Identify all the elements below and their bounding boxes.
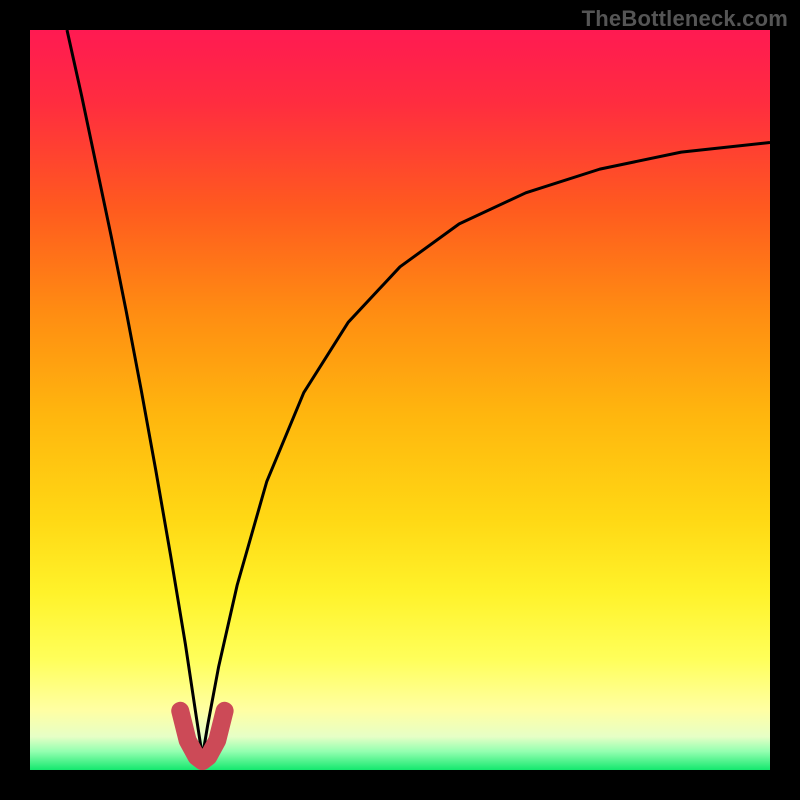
gradient-background — [30, 30, 770, 770]
chart-svg — [30, 30, 770, 770]
chart-container: TheBottleneck.com — [0, 0, 800, 800]
plot-area — [30, 30, 770, 770]
watermark-text: TheBottleneck.com — [582, 6, 788, 32]
